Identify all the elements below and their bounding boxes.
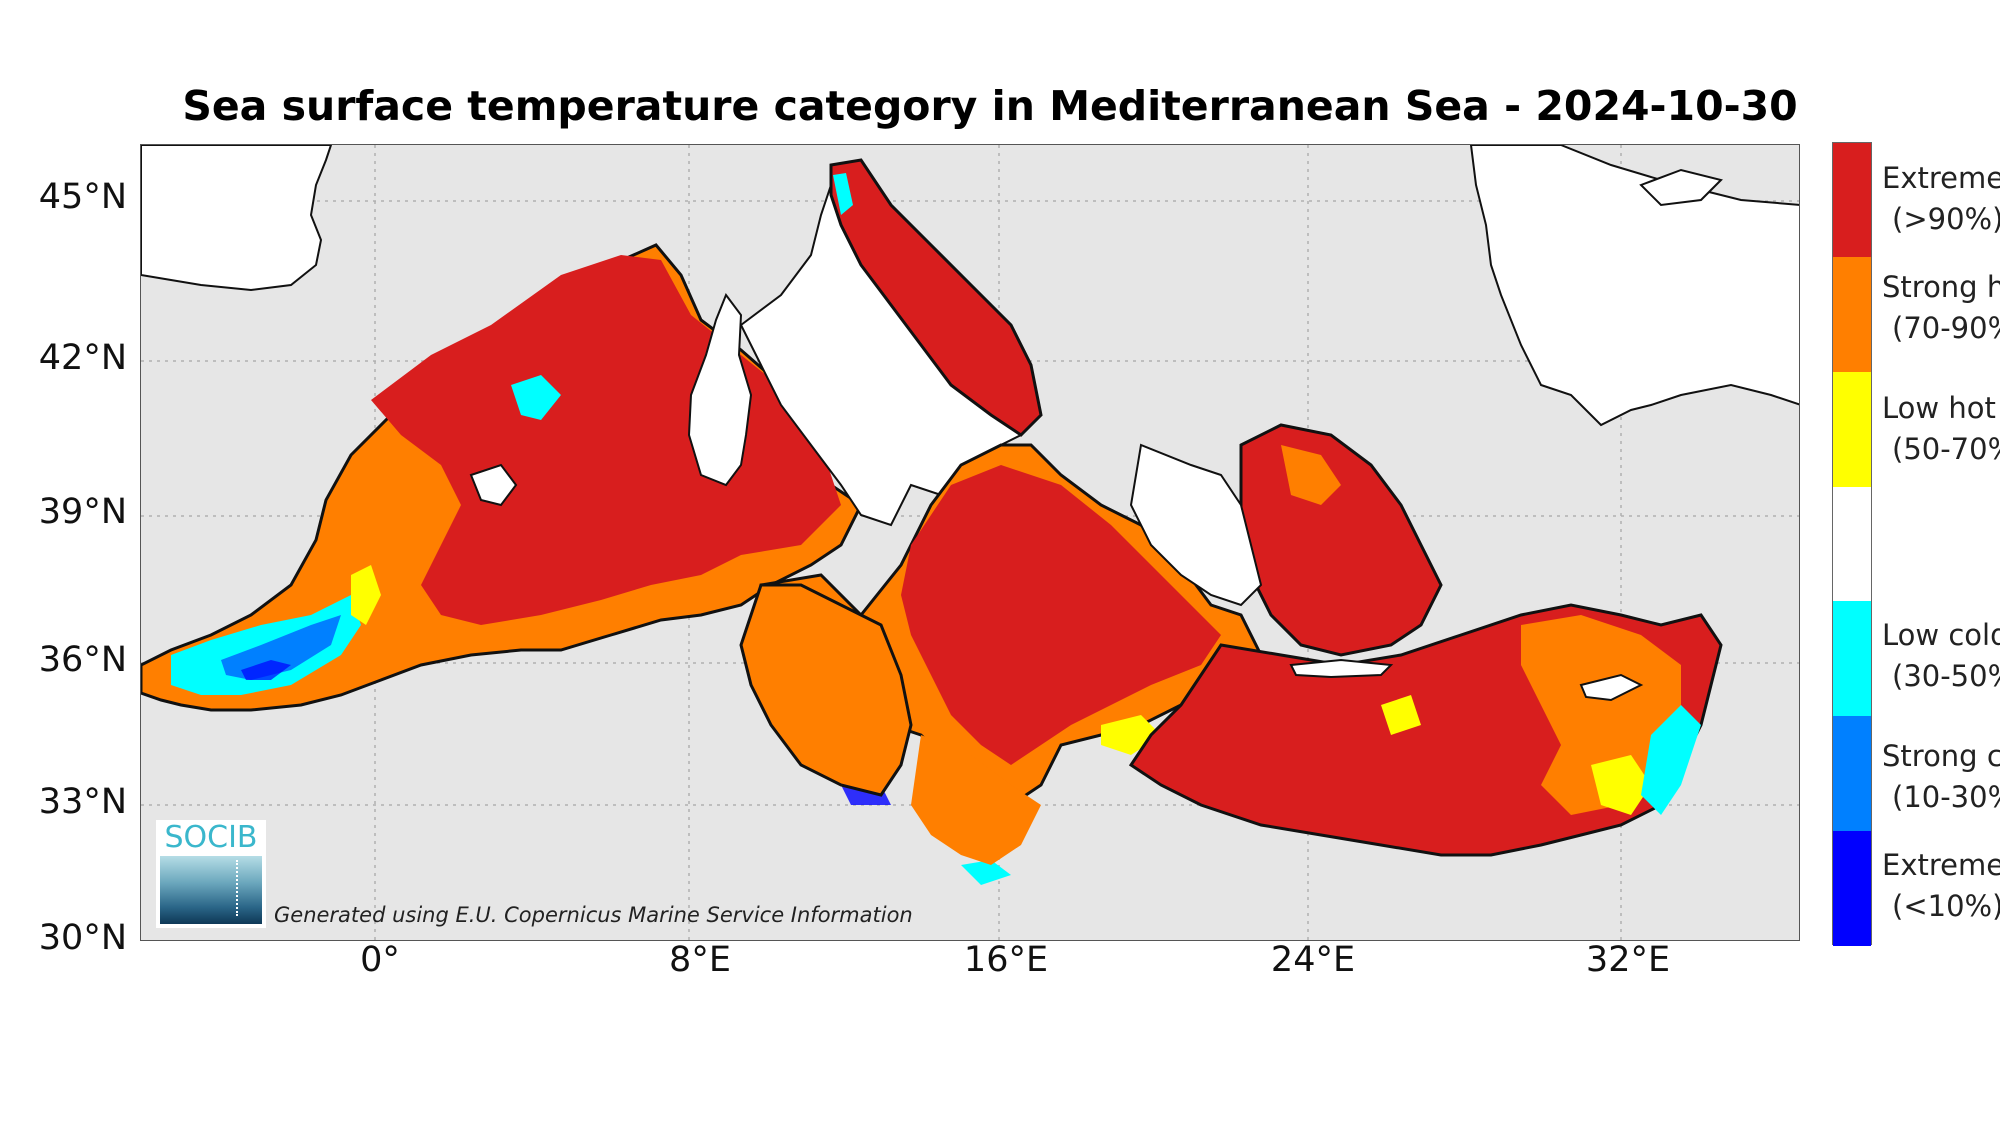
alboran-strong-cold: [221, 615, 341, 680]
land-balearic: [469, 463, 518, 507]
legend-swatch-extreme-hot: [1833, 143, 1871, 257]
legend-swatch-low-hot: [1833, 372, 1871, 487]
socib-logo-ruler: [236, 860, 240, 916]
legend-label: Strong h: [1882, 270, 2000, 304]
aegean: [1239, 423, 1443, 657]
adriatic-cold: [833, 173, 853, 215]
legend-range: (50-70%: [1892, 432, 2000, 466]
lon-label-0: 0°: [360, 940, 400, 980]
land-masses: [141, 145, 1799, 427]
legend-range: (10-30%: [1892, 780, 2000, 814]
lon-label-24e: 24°E: [1270, 940, 1356, 980]
map-canvas: [141, 145, 1799, 940]
land-cyprus: [1579, 673, 1644, 702]
levant-cold: [1641, 705, 1701, 815]
legend-label: Extreme: [1882, 848, 2000, 882]
lat-label-39n: 39°N: [38, 492, 127, 532]
legend-label: Low hot: [1882, 391, 1996, 425]
legend-entry-low-cold: Low cold (30-50%: [1882, 615, 2000, 697]
land-crete: [1289, 658, 1394, 679]
gulf-of-lion-cold: [511, 375, 561, 420]
lon-label-16e: 16°E: [963, 940, 1049, 980]
legend-swatch-strong-cold: [1833, 716, 1871, 831]
socib-logo-text: SOCIB: [164, 820, 258, 855]
copernicus-credit: Generated using E.U. Copernicus Marine S…: [274, 903, 913, 927]
land-iberia-france: [141, 145, 333, 292]
alboran-extreme-cold: [241, 660, 291, 680]
legend-entry-strong-hot: Strong h (70-90%: [1882, 267, 2000, 349]
sea-temperature-field: [141, 158, 1723, 885]
land-greece: [1129, 443, 1263, 607]
sidra-orange: [911, 735, 1041, 865]
legend-range: (70-90%: [1892, 311, 2000, 345]
legend-entry-strong-cold: Strong c (10-30%: [1882, 736, 2000, 818]
legend-entry-low-hot: Low hot (50-70%: [1882, 388, 2000, 470]
socib-logo: SOCIB: [156, 820, 266, 928]
adriatic: [829, 158, 1043, 437]
map-frame[interactable]: [140, 144, 1800, 941]
central-red-core: [901, 465, 1221, 765]
lat-label-45n: 45°N: [38, 177, 127, 217]
legend-range: (<10%): [1892, 889, 2000, 923]
aegean-orange: [1281, 445, 1341, 505]
legend-swatch-low-cold: [1833, 601, 1871, 716]
socib-logo-graphic: [160, 856, 262, 924]
legend-swatch-extreme-cold: [1833, 831, 1871, 946]
legend-label: Extreme: [1882, 161, 2000, 195]
legend-range: (>90%): [1892, 202, 2000, 236]
legend-range: (30-50%: [1892, 659, 2000, 693]
eastern-orange: [1521, 615, 1681, 815]
tunisia-libya-coast: [739, 583, 913, 797]
legend-swatch-neutral: [1833, 487, 1871, 601]
land-black-sea-shore: [1469, 145, 1799, 427]
lat-label-33n: 33°N: [38, 782, 127, 822]
alboran-yellow: [351, 565, 381, 625]
legend-colorbar: [1832, 142, 1872, 946]
legend-label: Low cold: [1882, 618, 2000, 652]
map-title: Sea surface temperature category in Medi…: [182, 82, 1798, 130]
levant-yellow: [1591, 755, 1651, 815]
legend-label: Strong c: [1882, 739, 2000, 773]
lon-label-32e: 32°E: [1585, 940, 1671, 980]
legend-entry-extreme-cold: Extreme (<10%): [1882, 845, 2000, 927]
land-corsica-sardinia: [687, 292, 753, 487]
rhodes-yellow: [1381, 695, 1421, 735]
libya-cold: [961, 860, 1011, 885]
legend-swatch-strong-hot: [1833, 257, 1871, 372]
land-crimea: [1639, 168, 1723, 207]
lat-label-30n: 30°N: [38, 918, 127, 958]
lon-label-8e: 8°E: [669, 940, 731, 980]
lat-label-42n: 42°N: [38, 338, 127, 378]
lat-label-36n: 36°N: [38, 640, 127, 680]
legend-entry-extreme-hot: Extreme (>90%): [1882, 158, 2000, 240]
